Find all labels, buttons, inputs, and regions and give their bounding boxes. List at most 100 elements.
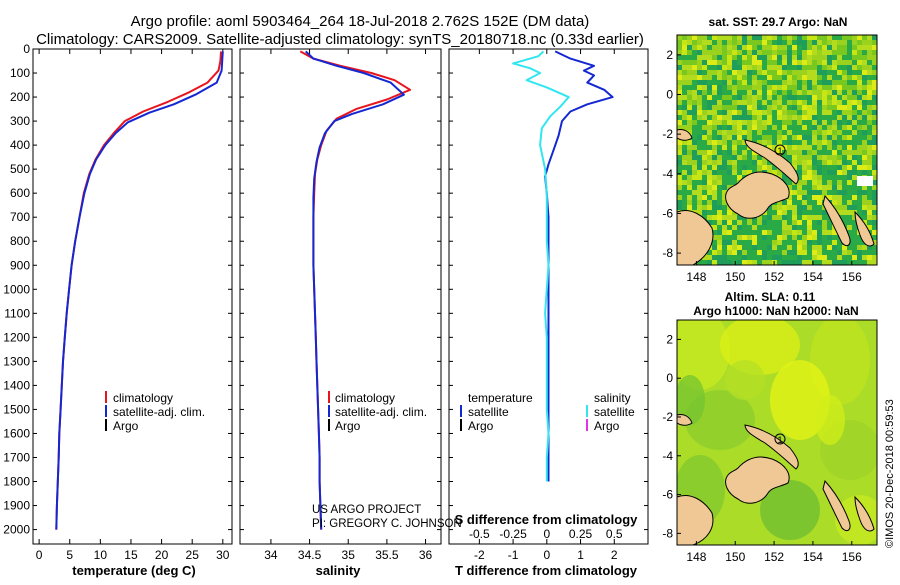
sst-cell xyxy=(802,40,807,45)
sst-cell xyxy=(822,40,827,45)
sst-cell xyxy=(822,240,827,245)
sst-cell xyxy=(837,185,842,190)
sst-cell xyxy=(792,210,797,215)
sst-cell xyxy=(817,140,822,145)
sst-cell xyxy=(777,225,782,230)
sst-cell xyxy=(762,230,767,235)
sst-cell xyxy=(732,105,737,110)
sst-cell xyxy=(872,195,877,200)
sst-cell xyxy=(872,40,877,45)
sst-cell xyxy=(732,85,737,90)
lat-tick-label: 0 xyxy=(666,87,673,101)
sst-cell xyxy=(792,60,797,65)
sst-cell xyxy=(827,245,832,250)
sst-cell xyxy=(787,185,792,190)
sst-cell xyxy=(852,190,857,195)
sst-cell xyxy=(677,110,682,115)
s-diff-tick-label: -0.25 xyxy=(499,527,527,541)
sst-cell xyxy=(727,185,732,190)
legend-s-argo: Argo xyxy=(594,419,620,433)
sst-cell xyxy=(787,40,792,45)
sst-cell xyxy=(827,115,832,120)
x-tick-label: 1 xyxy=(577,548,584,562)
sst-cell xyxy=(762,235,767,240)
sst-cell xyxy=(822,150,827,155)
sst-cell xyxy=(712,220,717,225)
sst-cell xyxy=(692,180,697,185)
salinity-legend: climatology satellite-adj. clim. Argo xyxy=(328,391,427,433)
sst-cell xyxy=(837,160,842,165)
sst-cell xyxy=(762,70,767,75)
sst-cell xyxy=(742,150,747,155)
sst-cell xyxy=(842,255,847,260)
sst-cell xyxy=(742,35,747,40)
sst-cell xyxy=(742,60,747,65)
sst-cell xyxy=(807,110,812,115)
sst-cell xyxy=(762,225,767,230)
depth-tick-label: 1500 xyxy=(3,402,30,416)
sst-cell xyxy=(782,105,787,110)
sst-cell xyxy=(717,255,722,260)
sst-cell xyxy=(832,175,837,180)
sst-cell xyxy=(857,110,862,115)
sst-cell xyxy=(822,165,827,170)
depth-tick-label: 2000 xyxy=(3,523,30,537)
sst-cell xyxy=(787,90,792,95)
sst-cell xyxy=(722,135,727,140)
sst-cell xyxy=(692,170,697,175)
series-line-climatology xyxy=(299,50,412,530)
sst-cell xyxy=(722,150,727,155)
sst-cell xyxy=(767,215,772,220)
sst-cell xyxy=(707,210,712,215)
sst-cell xyxy=(787,240,792,245)
sst-cell xyxy=(872,85,877,90)
sst-cell xyxy=(752,60,757,65)
sst-cell xyxy=(782,250,787,255)
sst-cell xyxy=(807,80,812,85)
sst-cell xyxy=(717,260,722,265)
sst-cell xyxy=(847,195,852,200)
sst-cell xyxy=(857,80,862,85)
sst-cell xyxy=(837,45,842,50)
sst-cell xyxy=(787,235,792,240)
sst-cell xyxy=(692,155,697,160)
sst-cell xyxy=(742,55,747,60)
sst-cell xyxy=(827,170,832,175)
sst-cell xyxy=(727,150,732,155)
sst-cell xyxy=(862,130,867,135)
sst-cell xyxy=(797,150,802,155)
sst-cell xyxy=(802,75,807,80)
sst-cell xyxy=(832,255,837,260)
sst-cell xyxy=(772,105,777,110)
sst-cell xyxy=(767,120,772,125)
sst-cell xyxy=(812,150,817,155)
sst-cell xyxy=(767,260,772,265)
sst-cell xyxy=(697,65,702,70)
sst-cell xyxy=(827,75,832,80)
sst-cell xyxy=(677,125,682,130)
sst-cell xyxy=(812,160,817,165)
sst-cell xyxy=(737,70,742,75)
sst-cell xyxy=(792,95,797,100)
sst-cell xyxy=(732,260,737,265)
sst-cell xyxy=(837,130,842,135)
sst-cell xyxy=(752,155,757,160)
sst-cell xyxy=(782,125,787,130)
sst-cell xyxy=(702,45,707,50)
sst-cell xyxy=(827,90,832,95)
sst-cell xyxy=(722,185,727,190)
x-tick-label: -1 xyxy=(508,548,519,562)
sst-cell xyxy=(827,70,832,75)
sst-cell xyxy=(817,55,822,60)
sst-cell xyxy=(712,75,717,80)
sst-cell xyxy=(847,150,852,155)
sst-cell xyxy=(802,155,807,160)
sst-cell xyxy=(852,35,857,40)
sst-cell xyxy=(782,245,787,250)
sst-cell xyxy=(777,220,782,225)
sst-cell xyxy=(747,240,752,245)
sst-cell xyxy=(702,205,707,210)
sst-cell xyxy=(807,135,812,140)
sst-cell xyxy=(802,65,807,70)
sst-cell xyxy=(862,220,867,225)
